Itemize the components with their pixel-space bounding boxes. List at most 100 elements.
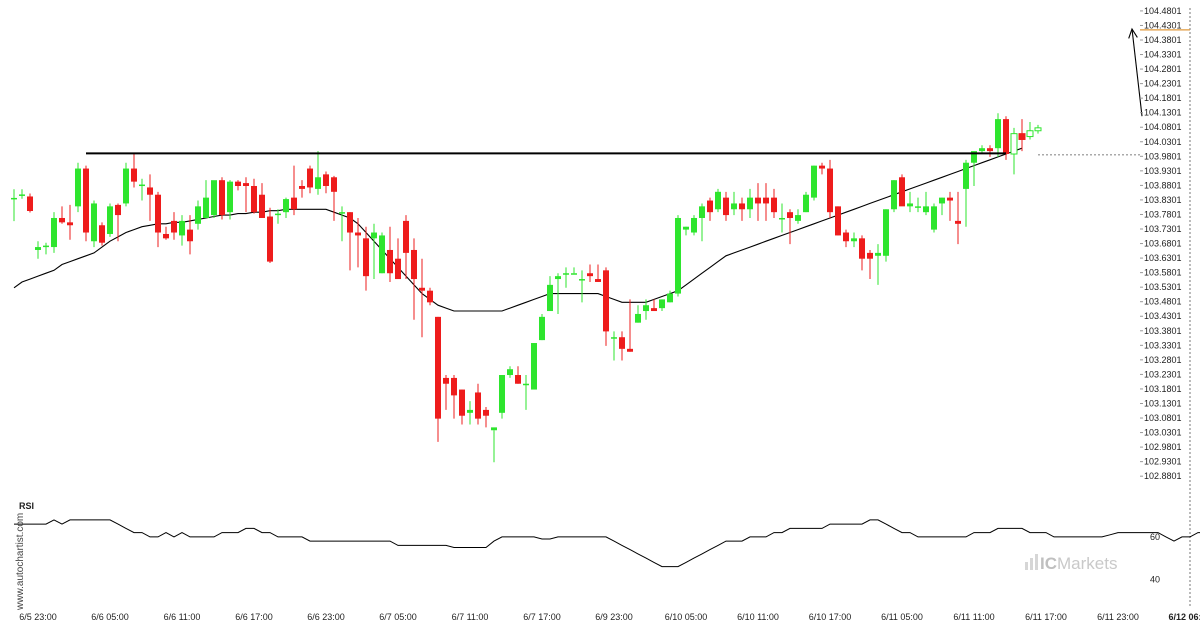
y-tick-label: 103.6801 [1144,239,1182,249]
candle-body [187,229,193,242]
candle-body [403,220,409,253]
candle-body [483,409,489,416]
candle [171,212,177,240]
candle [43,242,49,255]
candle [1010,127,1018,175]
brand-prefix: IC [1040,554,1057,573]
y-tick-label: 103.1301 [1144,398,1182,408]
candle [907,191,913,213]
candle-body [819,165,825,169]
candle [147,174,153,221]
candle [1018,119,1026,152]
candle [339,206,345,242]
candle-body [515,375,521,384]
y-tick-label: 104.2301 [1144,79,1182,89]
candle-body [195,206,201,224]
candle-body [67,222,73,226]
candle [219,177,225,220]
candle [635,305,641,323]
candle-body [339,212,345,214]
candle-body [467,409,473,413]
candle-body [707,200,713,213]
y-tick-label: 103.4301 [1144,311,1182,321]
rsi-tick-label: 40 [1150,574,1160,584]
candle [227,180,233,220]
candle-body [419,287,425,291]
x-tick-label: 6/10 11:00 [737,612,779,622]
x-tick-label: 6/10 17:00 [809,612,852,622]
candle-body [283,199,289,213]
candle-body [155,194,161,233]
candle [579,270,585,303]
candle [403,215,409,280]
candle-body [731,203,737,210]
candle [771,188,777,218]
candle [299,180,305,198]
candle-body [275,213,281,216]
svg-text:ICMarkets: ICMarkets [1040,554,1117,573]
candle-body [595,279,601,282]
rsi-line [14,519,1200,568]
candle-body [547,284,553,312]
candle-body [795,215,801,221]
candle [755,183,761,221]
candle [835,206,841,236]
x-tick-label: 6/12 06:00 [1168,612,1200,622]
candle [739,197,745,221]
candle-body [611,337,617,339]
candle-body [787,212,793,218]
candle-body [771,197,777,213]
candle [803,191,809,213]
candle-body [579,279,585,281]
x-tick-label: 6/7 05:00 [379,612,417,622]
candle [611,331,617,361]
candle [923,191,929,216]
y-tick-label: 103.3301 [1144,340,1182,350]
moving-average-line [13,147,1023,312]
candle [555,273,561,314]
candle-body [259,194,265,218]
candle [963,159,969,227]
candle [355,217,361,268]
y-tick-label: 103.1801 [1144,384,1182,394]
candle-body [747,197,753,210]
candle [843,229,849,248]
candle [443,375,449,410]
candle [819,162,825,175]
candle-body [115,204,121,216]
annotation-layer [86,8,1191,606]
candle [251,178,257,214]
candle [531,343,537,390]
candle [11,189,17,222]
candle-body [211,180,217,216]
candle-body [851,238,857,242]
candle-body [955,220,961,224]
candle-body [499,375,505,413]
x-tick-label: 6/5 23:00 [19,612,57,622]
candle-body [163,233,169,239]
candle-body [875,252,881,256]
candle-body [451,377,457,396]
candle-body [755,197,761,204]
candle [19,189,25,199]
candle [619,331,625,361]
candle [371,223,377,280]
candle-body [323,174,329,186]
candle-body [1010,133,1018,155]
brand-logo: ICMarkets [1025,554,1117,573]
candle [667,290,673,303]
candle [883,209,889,262]
candle [163,226,169,240]
candle-body [411,249,417,280]
y-tick-label: 102.8801 [1144,471,1182,481]
candle-body [51,217,57,248]
candle [75,162,81,213]
projection-arrow-line [1131,28,1143,117]
candle [811,165,817,201]
candle [331,175,337,221]
y-tick-label: 102.9801 [1144,442,1182,452]
candle [203,180,209,218]
candle-body [899,177,905,207]
candle-body [379,235,385,274]
candle-body [83,168,89,233]
